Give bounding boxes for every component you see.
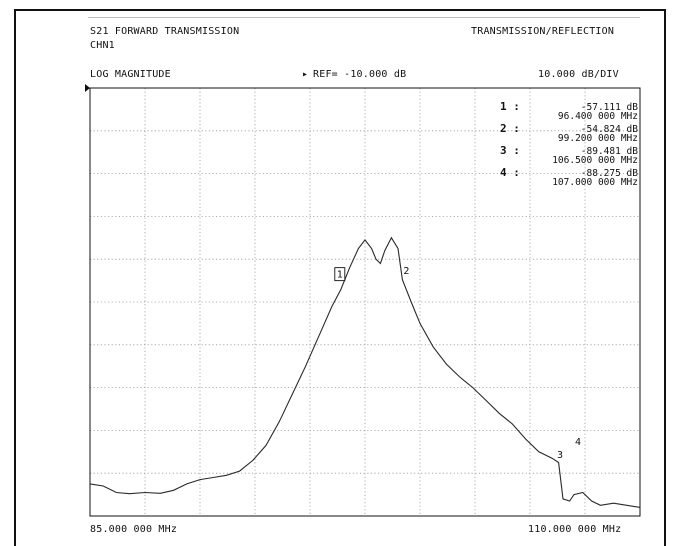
reference-level-arrow-icon [85,84,90,92]
scale-per-division: 10.000 dB/DIV [538,69,619,80]
marker-readout-label: 3 : [500,144,520,157]
marker-1-active-box [334,267,346,282]
marker-readout-label: 1 : [500,100,520,113]
marker-readout-level: -89.481 dB [581,146,638,157]
stop-frequency: 110.000 000 MHz [528,524,622,535]
marker-4-tag: 4 [575,437,581,448]
marker-2-tag: 2 [403,266,409,277]
marker-readout-level: -54.824 dB [581,124,638,135]
reference-pointer-icon: ▸ [302,69,309,80]
marker-readout-label: 2 : [500,122,520,135]
screen-top-rule [88,17,640,18]
marker-readout-level: -88.275 dB [581,168,638,179]
format-label: LOG MAGNITUDE [90,69,171,80]
frame-top-border [14,9,666,11]
channel-label: CHN1 [90,40,115,51]
marker-readout-level: -57.111 dB [581,102,638,113]
measurement-title: S21 FORWARD TRANSMISSION [90,26,240,37]
reference-level: REF= -10.000 dB [313,69,407,80]
marker-readout-frequency: 107.000 000 MHz [552,177,638,188]
start-frequency: 85.000 000 MHz [90,524,178,535]
marker-3-tag: 3 [557,450,563,461]
frame-right-border [664,9,666,546]
trace-line [89,236,641,508]
marker-readout-label: 4 : [500,166,520,179]
frame-left-border [14,9,16,546]
mode-label: TRANSMISSION/REFLECTION [471,26,615,37]
marker-readout-frequency: 96.400 000 MHz [558,111,638,122]
graticule-border [89,87,641,517]
marker-readout-frequency: 99.200 000 MHz [558,133,638,144]
marker-readout-frequency: 106.500 000 MHz [552,155,638,166]
marker-1-tag: 1 [337,270,343,281]
